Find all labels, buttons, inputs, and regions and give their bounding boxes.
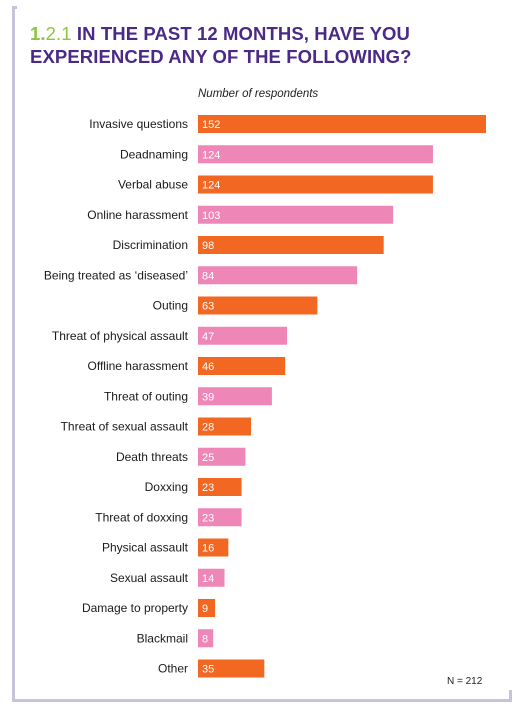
bar bbox=[198, 175, 433, 194]
category-label: Offline harassment bbox=[88, 359, 189, 373]
bar-value-label: 35 bbox=[202, 664, 214, 676]
bar-value-label: 9 bbox=[202, 603, 208, 615]
axis-title: Number of respondents bbox=[198, 88, 319, 100]
bar bbox=[198, 599, 216, 617]
category-label: Death threats bbox=[116, 450, 188, 464]
bar bbox=[198, 538, 229, 557]
bar-value-label: 63 bbox=[202, 301, 214, 313]
bar-value-label: 28 bbox=[202, 422, 214, 434]
category-label: Discrimination bbox=[113, 238, 188, 252]
chart-title: 1.2.1 IN THE PAST 12 MONTHS, HAVE YOU EX… bbox=[30, 22, 505, 68]
bar-value-label: 46 bbox=[202, 361, 214, 373]
bar bbox=[198, 508, 242, 527]
bar bbox=[198, 447, 246, 466]
bar bbox=[198, 659, 265, 678]
bar-value-label: 23 bbox=[202, 482, 214, 494]
category-label: Threat of sexual assault bbox=[61, 420, 189, 434]
section-number-major: 1. bbox=[30, 23, 46, 44]
bar bbox=[198, 629, 214, 648]
bar bbox=[198, 568, 225, 587]
frame-right-corner bbox=[509, 690, 512, 702]
category-label: Physical assault bbox=[102, 541, 189, 555]
category-label: Damage to property bbox=[82, 601, 188, 615]
frame-bottom-border bbox=[12, 699, 512, 702]
bar-value-label: 23 bbox=[202, 512, 214, 524]
bar-value-label: 14 bbox=[202, 573, 214, 585]
bar bbox=[198, 417, 252, 436]
bar-value-label: 124 bbox=[202, 180, 220, 192]
bar-value-label: 124 bbox=[202, 149, 220, 161]
category-label: Outing bbox=[153, 299, 188, 313]
bar-value-label: 103 bbox=[202, 210, 220, 222]
category-label: Being treated as ‘diseased’ bbox=[44, 268, 188, 282]
bar bbox=[198, 478, 242, 496]
bar bbox=[198, 236, 384, 254]
category-label: Invasive questions bbox=[89, 117, 188, 131]
bar bbox=[198, 145, 433, 164]
bar bbox=[198, 205, 394, 224]
category-label: Doxxing bbox=[145, 480, 188, 494]
category-label: Threat of outing bbox=[104, 389, 188, 403]
category-label: Threat of physical assault bbox=[52, 329, 189, 343]
category-label: Sexual assault bbox=[110, 571, 189, 585]
bar bbox=[198, 115, 486, 133]
bar bbox=[198, 266, 358, 285]
bar bbox=[198, 357, 286, 375]
category-label: Deadnaming bbox=[120, 147, 188, 161]
category-label: Threat of doxxing bbox=[95, 510, 188, 524]
title-text: IN THE PAST 12 MONTHS, HAVE YOU EXPERIEN… bbox=[30, 23, 412, 67]
bar-value-label: 47 bbox=[202, 331, 214, 343]
category-label: Other bbox=[158, 662, 188, 676]
sample-size-note: N = 212 bbox=[447, 676, 483, 687]
bar-value-label: 16 bbox=[202, 543, 214, 555]
bar-value-label: 25 bbox=[202, 452, 214, 464]
category-label: Blackmail bbox=[137, 631, 188, 645]
category-label: Verbal abuse bbox=[118, 178, 188, 192]
bar bbox=[198, 387, 272, 406]
bar-value-label: 39 bbox=[202, 391, 214, 403]
bar bbox=[198, 296, 318, 315]
section-number-minor: 2.1 bbox=[45, 23, 72, 44]
bar-value-label: 98 bbox=[202, 240, 214, 252]
frame-left-border bbox=[12, 6, 15, 702]
bar-value-label: 84 bbox=[202, 270, 214, 282]
bar-value-label: 152 bbox=[202, 119, 220, 131]
category-label: Online harassment bbox=[87, 208, 188, 222]
bar bbox=[198, 326, 288, 345]
bar-value-label: 8 bbox=[202, 633, 208, 645]
